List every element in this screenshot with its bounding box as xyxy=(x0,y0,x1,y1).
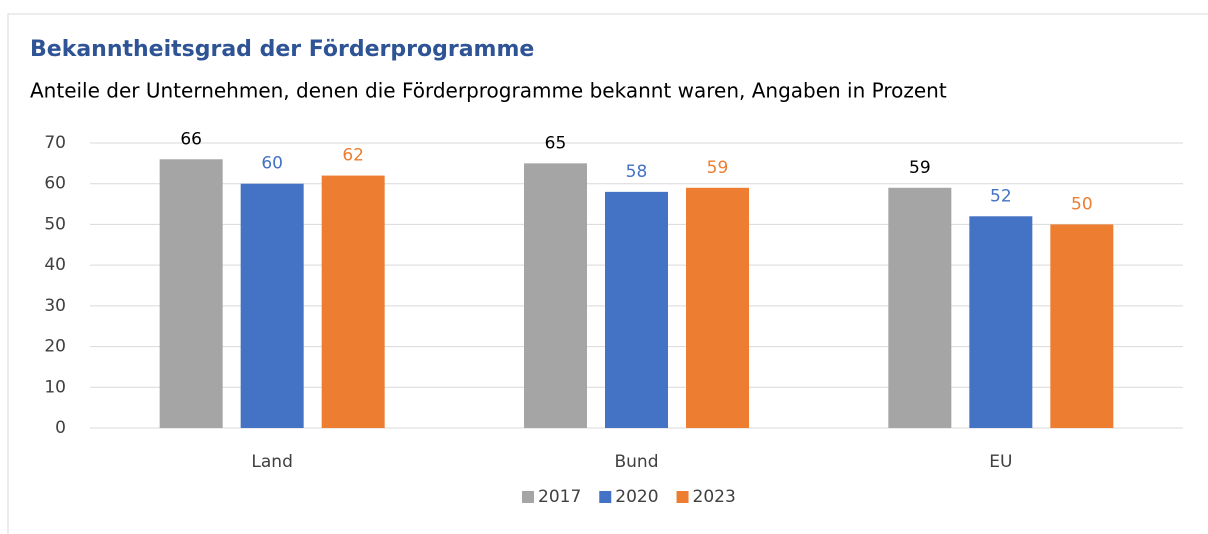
x-tick-label: EU xyxy=(989,452,1012,472)
data-label: 52 xyxy=(990,186,1012,206)
bar xyxy=(524,163,587,428)
y-tick-label: 0 xyxy=(55,418,66,438)
data-label: 62 xyxy=(342,146,364,166)
bar xyxy=(159,159,223,429)
bar xyxy=(605,191,668,428)
legend-label: 2017 xyxy=(538,487,581,507)
legend-label: 2020 xyxy=(615,487,658,507)
bar xyxy=(686,187,749,428)
legend-swatch xyxy=(599,491,612,503)
x-tick-label: Bund xyxy=(614,452,658,472)
legend-label: 2023 xyxy=(693,487,736,507)
data-label: 65 xyxy=(545,133,567,153)
y-tick-label: 10 xyxy=(44,377,66,397)
chart-subtitle: Anteile der Unternehmen, denen die Förde… xyxy=(30,79,947,103)
x-tick-label: Land xyxy=(251,452,292,472)
chart-title: Bekanntheitsgrad der Förderprogramme xyxy=(30,37,534,62)
y-tick-label: 50 xyxy=(44,214,66,234)
y-tick-label: 60 xyxy=(44,174,66,194)
legend-swatch xyxy=(676,491,689,503)
legend-swatch xyxy=(522,491,534,503)
data-label: 58 xyxy=(626,162,648,182)
y-tick-label: 30 xyxy=(44,296,66,316)
bar xyxy=(321,175,385,428)
y-tick-label: 20 xyxy=(44,337,66,357)
bar xyxy=(1050,224,1114,428)
bar xyxy=(888,187,952,428)
bar xyxy=(240,183,304,428)
y-tick-label: 70 xyxy=(44,133,66,153)
bar xyxy=(969,216,1033,428)
data-label: 66 xyxy=(180,129,202,149)
data-label: 59 xyxy=(707,158,729,178)
data-label: 59 xyxy=(909,158,931,178)
y-tick-label: 40 xyxy=(44,255,66,275)
data-label: 60 xyxy=(261,154,283,174)
data-label: 50 xyxy=(1071,194,1093,214)
frame xyxy=(7,13,1208,534)
